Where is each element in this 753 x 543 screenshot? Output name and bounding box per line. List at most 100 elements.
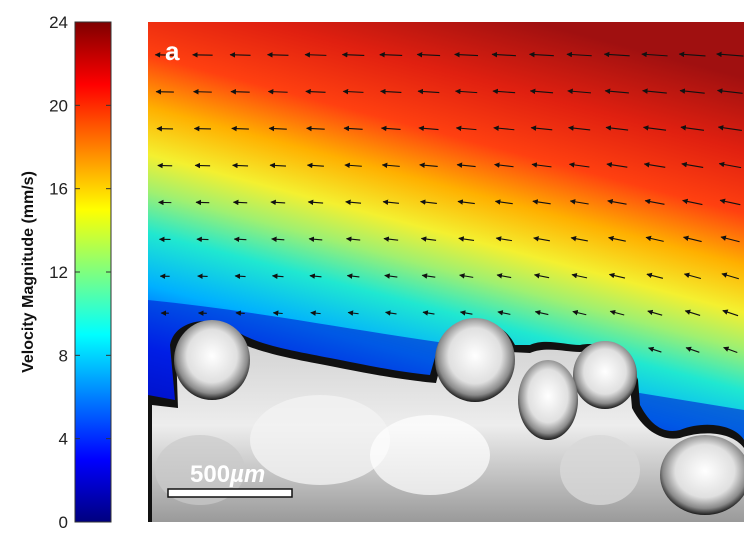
velocity-arrow [491, 51, 516, 58]
velocity-arrow [716, 88, 743, 94]
velocity-arrow [271, 236, 285, 243]
velocity-arrow [723, 346, 738, 354]
velocity-arrow [534, 310, 549, 316]
velocity-arrow [605, 125, 629, 131]
velocity-arrow [233, 236, 247, 243]
colorbar-tick-label: 8 [59, 346, 68, 365]
svg-text:500µm: 500µm [190, 461, 265, 488]
particle [573, 341, 637, 409]
velocity-arrow [343, 125, 363, 132]
scale-bar-value: 500 [190, 461, 230, 488]
velocity-arrow [382, 199, 400, 205]
velocity-arrow [641, 51, 668, 58]
particle [155, 435, 245, 505]
colorbar-tick-label: 0 [59, 513, 68, 532]
velocity-arrow [268, 125, 287, 132]
velocity-arrow [644, 198, 665, 205]
velocity-arrow [680, 125, 705, 131]
velocity-arrow [232, 199, 248, 206]
velocity-arrow [722, 309, 739, 317]
colorbar-tick-label: 16 [49, 180, 68, 199]
velocity-arrow [379, 51, 403, 58]
velocity-arrow [420, 236, 437, 242]
velocity-arrow [493, 125, 515, 131]
panel-label: a [165, 36, 180, 66]
velocity-arrow [269, 162, 287, 169]
velocity-arrow [304, 52, 327, 58]
particle [435, 318, 515, 402]
velocity-arrow [497, 310, 511, 316]
velocity-arrow [459, 273, 474, 279]
colorbar [74, 21, 112, 523]
velocity-arrow [380, 88, 402, 95]
velocity-arrow [530, 125, 553, 131]
velocity-arrow [642, 88, 667, 94]
velocity-arrow [568, 125, 591, 131]
velocity-arrows [154, 51, 744, 354]
particle [370, 415, 490, 495]
velocity-arrow [310, 310, 321, 316]
velocity-arrow [685, 346, 700, 353]
velocity-arrow [416, 51, 441, 58]
velocity-arrow [721, 272, 739, 280]
colorbar-ticks: 0 4 8 12 16 20 24 [49, 13, 111, 532]
velocity-arrow [682, 198, 703, 206]
colorbar-title: Velocity Magnitude (mm/s) [20, 171, 37, 373]
velocity-arrow [492, 88, 516, 95]
velocity-arrow [305, 88, 326, 95]
particle [518, 360, 578, 440]
particle [250, 395, 390, 485]
velocity-arrow [494, 199, 513, 205]
velocity-arrow [646, 272, 664, 279]
velocity-arrow [720, 235, 740, 243]
velocity-arrow [531, 162, 552, 168]
velocity-arrow [645, 235, 664, 242]
velocity-arrow [306, 162, 324, 169]
velocity-arrow [455, 125, 477, 132]
velocity-arrow [678, 51, 706, 58]
velocity-arrow [567, 88, 592, 95]
velocity-arrow [647, 309, 663, 316]
velocity-arrow [342, 88, 364, 95]
velocity-arrow [681, 161, 704, 169]
velocity-arrow [267, 52, 289, 58]
velocity-arrow [495, 236, 513, 242]
particle [660, 435, 744, 515]
velocity-arrow [533, 273, 550, 279]
velocity-arrow [229, 52, 251, 58]
velocity-arrow [603, 51, 630, 58]
velocity-arrow [683, 272, 702, 280]
velocity-arrow [716, 51, 744, 58]
velocity-arrow [459, 310, 473, 316]
velocity-arrow [568, 162, 590, 168]
velocity-arrow [231, 125, 249, 132]
colorbar-tick-label: 4 [59, 430, 68, 449]
velocity-arrow [456, 162, 476, 168]
velocity-arrow [230, 88, 250, 95]
velocity-arrow [457, 199, 475, 205]
velocity-arrow [270, 199, 286, 206]
velocity-arrow [609, 309, 625, 316]
velocity-arrow [717, 125, 742, 132]
velocity-arrow [719, 198, 741, 206]
velocity-arrow [569, 199, 589, 205]
velocity-arrow [306, 125, 325, 132]
velocity-arrow [571, 272, 588, 279]
velocity-arrow [684, 309, 701, 316]
velocity-arrow [642, 125, 667, 131]
particle [174, 320, 250, 400]
velocity-arrow [606, 162, 628, 168]
velocity-arrow [648, 346, 662, 353]
velocity-arrow [608, 272, 626, 279]
velocity-arrow [532, 199, 551, 205]
colorbar-tick-label: 24 [49, 13, 68, 32]
velocity-arrow [608, 235, 626, 242]
velocity-arrow [345, 199, 362, 206]
particle-bed [148, 318, 744, 522]
velocity-arrow [533, 236, 550, 242]
velocity-arrow [380, 125, 401, 132]
velocity-arrow [607, 198, 627, 205]
velocity-arrow [345, 236, 361, 242]
velocity-arrow [308, 236, 323, 242]
velocity-arrow [417, 88, 440, 95]
